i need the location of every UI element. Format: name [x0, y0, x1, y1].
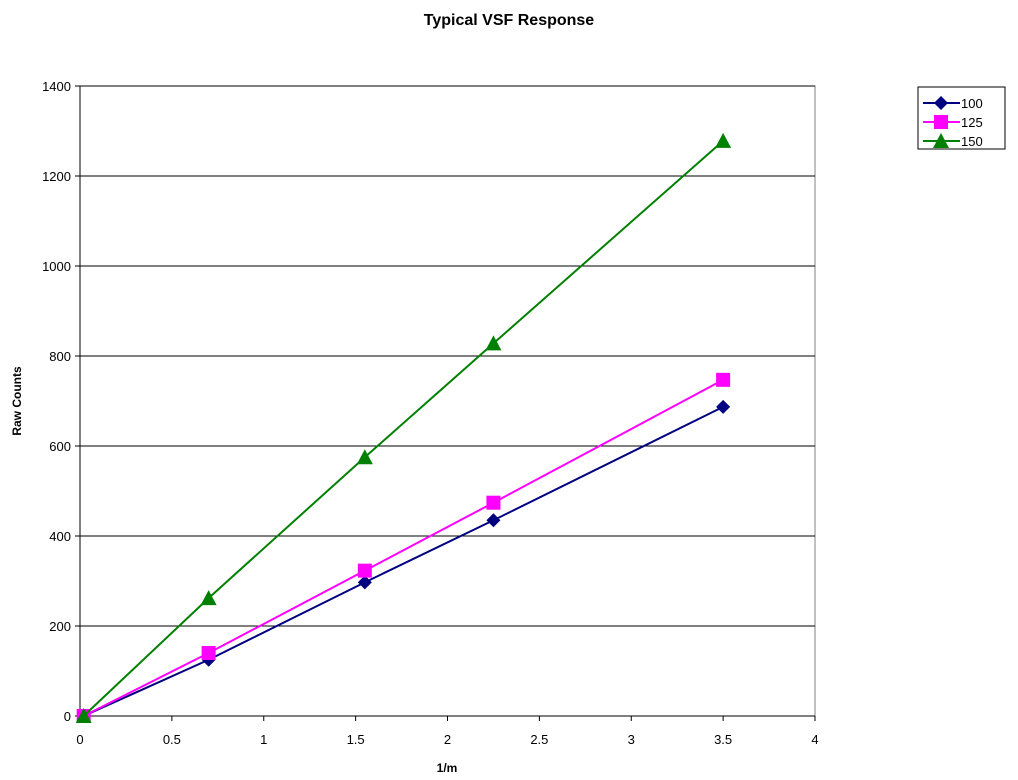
- x-tick-label: 0: [76, 732, 83, 747]
- x-axis-label: 1/m: [437, 761, 458, 775]
- plot-area: [79, 85, 816, 717]
- legend: 100 125 150: [917, 86, 1006, 150]
- axes: 0 200 400 600 800 1000 1200 1400 0 0.5 1 1.5 2 2.5 3 3.…: [42, 79, 819, 747]
- data-point-150: [715, 132, 732, 148]
- series-125: [76, 372, 731, 723]
- x-tick-label: 2.5: [530, 732, 548, 747]
- series-group: [75, 132, 732, 723]
- data-point-150: [485, 335, 502, 351]
- y-tick-label: 600: [49, 439, 71, 454]
- data-point-125: [201, 646, 216, 660]
- x-tick-label: 1.5: [347, 732, 365, 747]
- x-tick-label: 2: [444, 732, 451, 747]
- y-axis-label: Raw Counts: [10, 366, 24, 436]
- data-point-150: [356, 449, 373, 465]
- y-tick-label: 0: [64, 709, 71, 724]
- legend-entry-125: 125: [923, 115, 983, 130]
- legend-label-100: 100: [961, 96, 983, 111]
- x-tick-label: 0.5: [163, 732, 181, 747]
- x-tick-label: 3: [628, 732, 635, 747]
- y-tick-label: 200: [49, 619, 71, 634]
- legend-entry-100: 100: [923, 96, 983, 111]
- x-tick-label: 1: [260, 732, 267, 747]
- data-point-125: [716, 372, 731, 387]
- legend-marker-150: [933, 133, 949, 148]
- chart-title: Typical VSF Response: [424, 12, 595, 29]
- y-tick-label: 400: [49, 529, 71, 544]
- legend-marker-100: [934, 96, 948, 110]
- legend-marker-125: [934, 115, 948, 129]
- data-point-150: [75, 708, 92, 723]
- legend-entry-150: 150: [923, 133, 983, 149]
- data-point-125: [486, 495, 501, 510]
- legend-box: [917, 86, 1006, 150]
- y-tick-label: 1400: [42, 79, 71, 94]
- data-point-100: [486, 513, 501, 528]
- gridlines: [80, 85, 815, 627]
- data-point-150: [200, 590, 217, 606]
- data-point-100: [716, 399, 731, 414]
- y-tick-label: 1000: [42, 259, 71, 274]
- y-tick-label: 800: [49, 349, 71, 364]
- x-tick-label: 4: [811, 732, 818, 747]
- x-tick-label: 3.5: [714, 732, 732, 747]
- legend-label-150: 150: [961, 134, 983, 149]
- series-150: [75, 132, 732, 723]
- data-point-125: [357, 563, 372, 578]
- y-tick-label: 1200: [42, 169, 71, 184]
- data-point-100: [357, 575, 372, 590]
- legend-label-125: 125: [961, 115, 983, 130]
